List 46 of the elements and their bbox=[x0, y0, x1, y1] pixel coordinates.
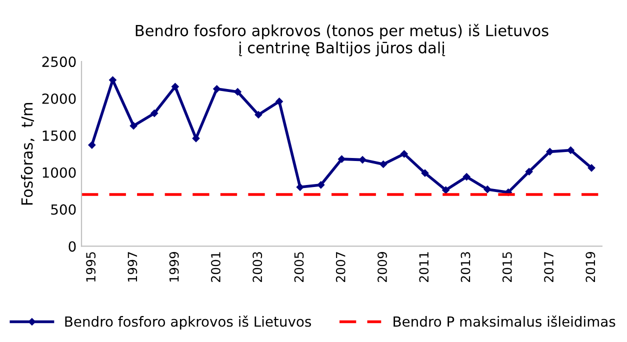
point bbox=[421, 169, 429, 177]
x-tick-label: 2005 bbox=[294, 252, 304, 282]
point bbox=[380, 160, 387, 168]
point bbox=[234, 88, 242, 96]
y-tick-label: 2000 bbox=[42, 93, 76, 104]
chart-title: Bendro fosforo apkrovos (tonos per metus) iš Lietuvos į centrinę Baltijos jūros dalį bbox=[136, 24, 548, 56]
x-tick-label: 2011 bbox=[419, 252, 429, 282]
x-tick-label: 2017 bbox=[544, 252, 554, 282]
x-tick-label: 1997 bbox=[128, 252, 138, 282]
point bbox=[213, 85, 220, 93]
point bbox=[172, 83, 179, 90]
x-tick-label: 2019 bbox=[586, 252, 596, 282]
point bbox=[192, 134, 200, 142]
legend-label: Bendro P maksimalus išleidimas bbox=[394, 316, 616, 327]
y-axis-title: Fosforas, t/m bbox=[20, 102, 34, 205]
y-tick-label: 500 bbox=[51, 204, 76, 215]
point bbox=[276, 98, 283, 106]
point bbox=[442, 186, 450, 194]
x-tick-label: 1995 bbox=[86, 252, 96, 282]
point bbox=[525, 168, 533, 176]
point bbox=[338, 155, 346, 163]
legend-label: Bendro fosforo apkrovos iš Lietuvos bbox=[65, 316, 312, 330]
x-tick-label: 2007 bbox=[336, 252, 346, 282]
point bbox=[296, 184, 304, 191]
point bbox=[567, 146, 574, 154]
point bbox=[588, 164, 596, 172]
x-tick-label: 2015 bbox=[502, 252, 512, 282]
y-tick-label: 1500 bbox=[42, 130, 76, 141]
y-tick-label: 1000 bbox=[42, 167, 76, 178]
x-tick-label: 2001 bbox=[210, 252, 220, 282]
x-tick-label: 2013 bbox=[460, 252, 470, 282]
point bbox=[484, 186, 492, 193]
point bbox=[400, 150, 408, 158]
point bbox=[150, 110, 158, 117]
point bbox=[254, 111, 262, 118]
point bbox=[317, 181, 325, 189]
point bbox=[462, 173, 470, 180]
y-tick-label: 2500 bbox=[42, 56, 76, 68]
x-tick-label: 2003 bbox=[252, 252, 262, 282]
x-tick-label: 1999 bbox=[169, 252, 179, 282]
point bbox=[88, 141, 96, 149]
y-tick-label: 0 bbox=[68, 241, 76, 252]
point bbox=[546, 148, 554, 156]
x-tick-label: 2009 bbox=[378, 252, 387, 282]
point bbox=[358, 156, 366, 164]
point bbox=[130, 122, 138, 130]
